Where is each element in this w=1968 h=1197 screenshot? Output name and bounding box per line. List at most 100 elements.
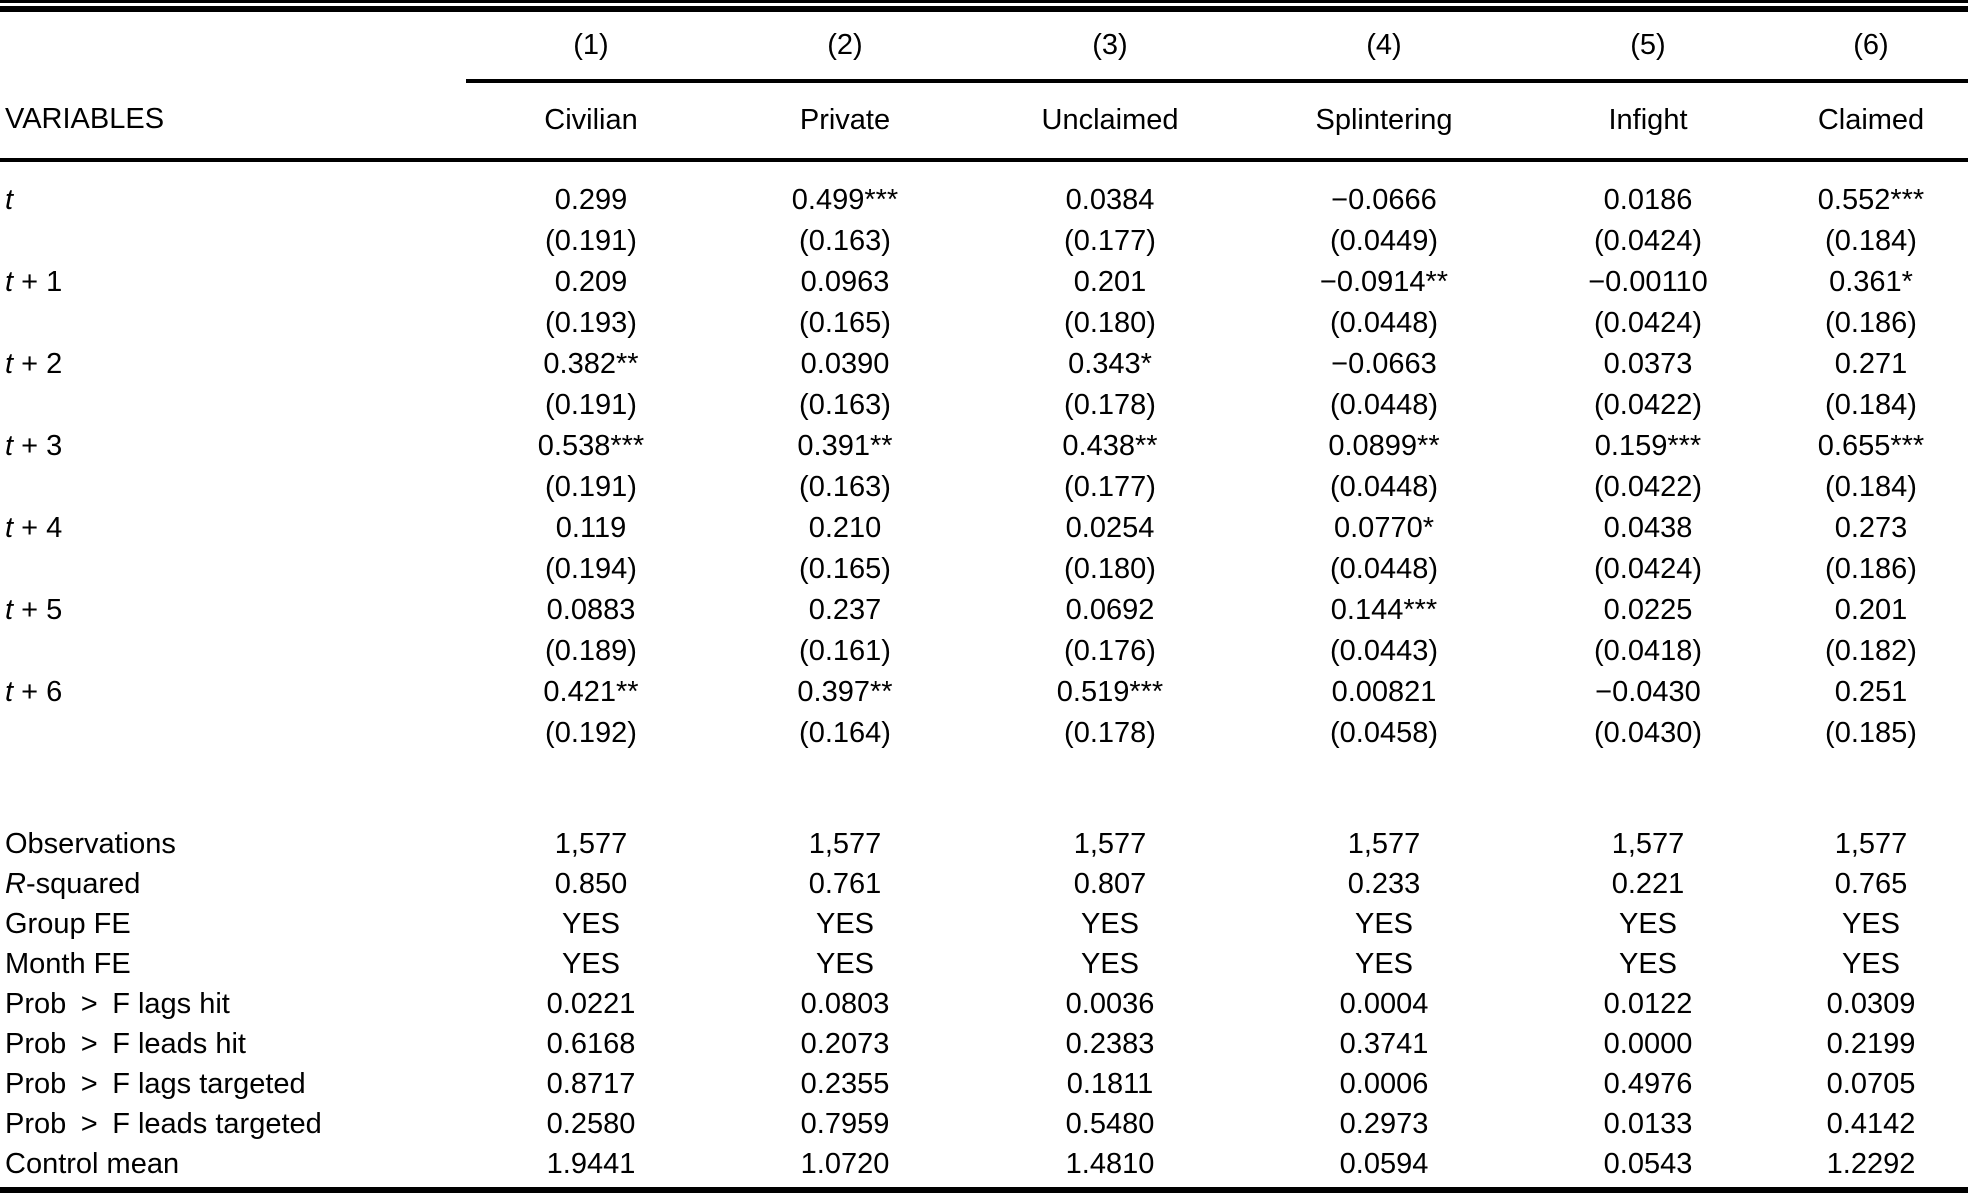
coefficient-value: 0.271 [1834,348,1908,381]
statistic-value: 0.8717 [546,1067,636,1100]
std-error-value: (0.184) [1825,389,1917,422]
coefficient-value: 0.0254 [1065,512,1155,545]
row-label-text: + 5 [13,594,63,627]
row-label-italic: R [5,867,26,900]
empty-label-cell [0,385,466,426]
row-label-text: Observations [5,827,176,860]
row-label-text: + 3 [13,430,63,463]
statistic-value: YES [561,907,621,940]
std-error-value: (0.178) [1064,389,1156,422]
column-name: Splintering [1246,81,1522,162]
spacer-cell [0,754,1968,824]
statistic-row: R-squared 0.850 0.761 0.807 0.233 0.221 0.765 [0,864,1968,904]
row-label: t + 4 [0,508,466,549]
statistic-value: YES [561,947,621,980]
statistic-value: 1,577 [1073,827,1147,860]
statistic-row: Observations 1,577 1,577 1,577 1,577 1,577 1,5… [0,824,1968,864]
coefficient-value: −0.0914** [1319,266,1449,299]
statistic-row: Group FE YES YES YES YES YES YES [0,904,1968,944]
std-error-value: (0.0430) [1593,717,1702,750]
empty-label-cell [0,303,466,344]
statistic-value: 1,577 [554,827,628,860]
coefficient-value: 0.201 [1834,594,1908,627]
coefficient-value: 0.0963 [800,266,890,299]
row-label-text: Control mean [5,1147,180,1180]
column-number: (1) [466,12,716,83]
row-label-italic: t [5,594,14,627]
statistic-value: YES [1618,947,1678,980]
coefficient-value: 0.655*** [1817,430,1925,463]
statistic-value: 0.0004 [1339,987,1429,1020]
row-label: t [0,180,466,221]
empty-label-cell [0,549,466,590]
std-error-value: (0.180) [1064,553,1156,586]
statistic-value: 0.5480 [1065,1107,1155,1140]
coefficient-row: t 0.299 0.499*** 0.0384 −0.0666 0.0186 0.552**… [0,180,1968,221]
std-error-value: (0.177) [1064,471,1156,504]
row-label-text: + 2 [13,348,63,381]
row-label: Control mean [0,1144,466,1184]
column-name: Civilian [466,81,716,162]
std-error-row: (0.191) (0.163) (0.177) (0.0448) (0.0422) (0.… [0,467,1968,508]
coefficient-value: 0.0770* [1334,512,1434,545]
coefficient-value: 0.0373 [1603,348,1693,381]
empty-label-cell [0,713,466,754]
row-label: t + 2 [0,344,466,385]
statistic-value: 0.2973 [1339,1107,1429,1140]
coefficient-value: 0.0390 [800,348,890,381]
std-error-row: (0.191) (0.163) (0.178) (0.0448) (0.0422) (0.… [0,385,1968,426]
statistic-value: 0.7959 [800,1107,890,1140]
coefficient-value: 0.421** [543,676,639,709]
row-label: Observations [0,824,466,864]
statistic-value: 0.2580 [546,1107,636,1140]
row-label: Prob > F lags hit [0,984,466,1024]
coefficient-value: 0.210 [808,512,882,545]
statistic-value: 0.2383 [1065,1027,1155,1060]
row-label: t + 5 [0,590,466,631]
statistic-row: Control mean 1.9441 1.0720 1.4810 0.0594 0.05… [0,1144,1968,1184]
coefficient-value: 0.382** [543,348,639,381]
bottom-rule [0,1187,1968,1193]
row-label: t + 6 [0,672,466,713]
std-error-value: (0.163) [799,225,891,258]
spacer-row [0,754,1968,824]
coefficient-value: 0.159*** [1594,430,1702,463]
row-label-text: + 4 [13,512,63,545]
coefficient-value: 0.552*** [1817,184,1925,217]
statistic-value: 0.233 [1347,867,1421,900]
coefficient-row: t + 1 0.209 0.0963 0.201 −0.0914** −0.00110 0.… [0,262,1968,303]
statistic-value: 0.0221 [546,987,636,1020]
std-error-value: (0.191) [545,225,637,258]
std-error-value: (0.163) [799,471,891,504]
coefficient-value: 0.519*** [1056,676,1164,709]
column-name: Claimed [1774,81,1968,162]
std-error-value: (0.0448) [1329,553,1438,586]
column-number: (3) [974,12,1246,83]
coefficient-value: 0.0438 [1603,512,1693,545]
coefficient-value: −0.0666 [1331,184,1437,217]
coefficient-value: 0.438** [1062,430,1158,463]
statistic-value: 0.1811 [1066,1067,1154,1100]
column-number: (4) [1246,12,1522,83]
statistic-value: 0.3741 [1339,1027,1429,1060]
std-error-value: (0.0424) [1593,553,1702,586]
column-name: Infight [1522,81,1774,162]
row-label: t + 3 [0,426,466,467]
statistic-value: YES [1841,947,1901,980]
std-error-value: (0.0424) [1593,307,1702,340]
coefficient-value: 0.397** [797,676,893,709]
regression-table: (1) (2) (3) (4) (5) (6) VARIABLES Civili… [0,12,1968,1184]
coefficient-value: 0.0186 [1603,184,1693,217]
statistic-value: YES [815,907,875,940]
statistic-value: 1.0720 [800,1147,890,1180]
std-error-value: (0.184) [1825,225,1917,258]
statistic-value: 0.0133 [1603,1107,1693,1140]
row-label: Group FE [0,904,466,944]
statistic-value: 0.0000 [1603,1027,1693,1060]
std-error-value: (0.177) [1064,225,1156,258]
statistic-value: YES [1618,907,1678,940]
std-error-value: (0.191) [545,389,637,422]
statistic-row: Month FE YES YES YES YES YES YES [0,944,1968,984]
coefficient-value: 0.0883 [546,594,636,627]
coefficient-value: 0.343* [1068,348,1152,381]
